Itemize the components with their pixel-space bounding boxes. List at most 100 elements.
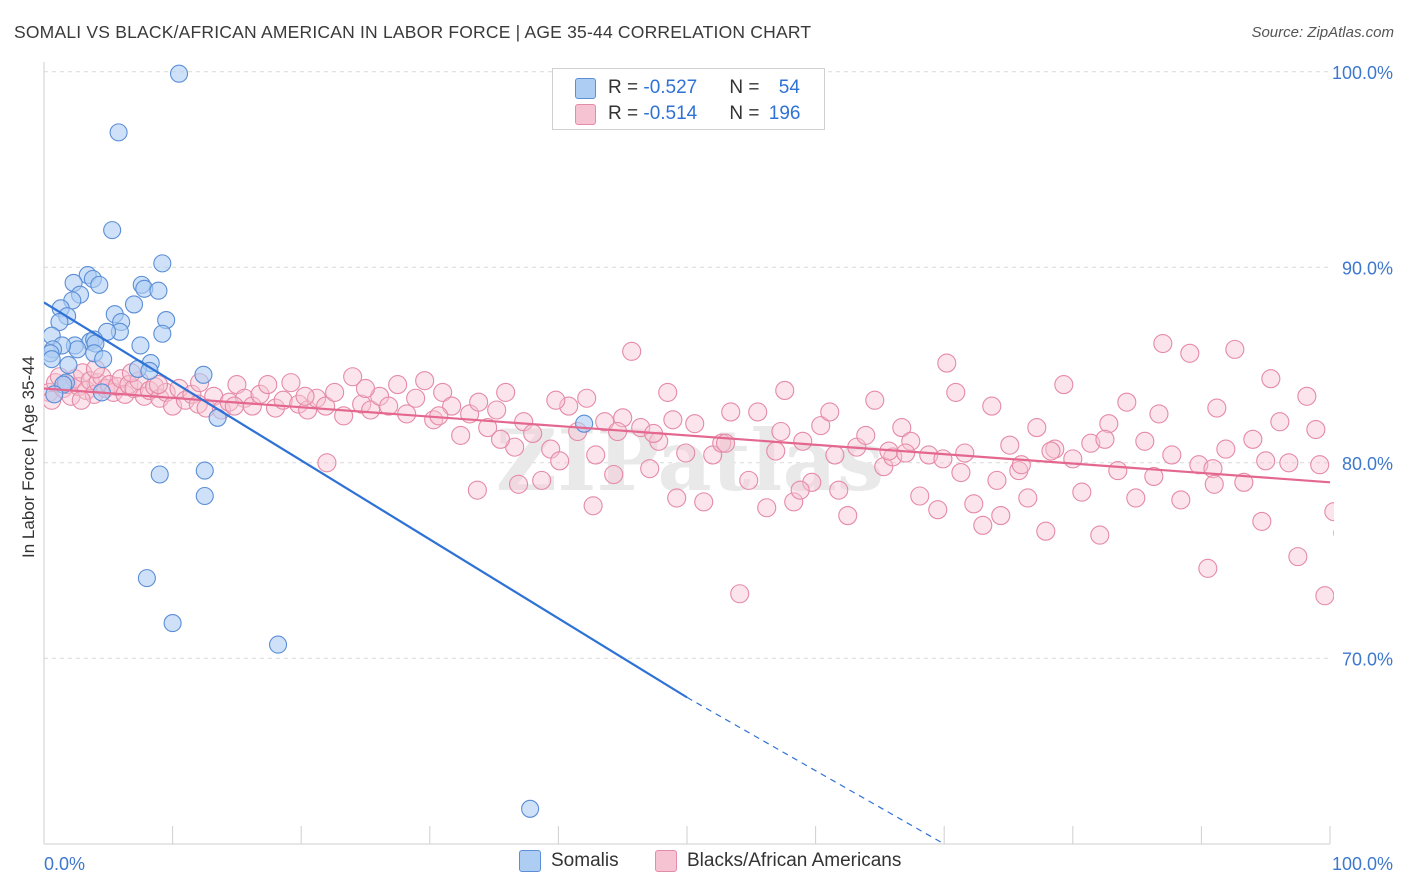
black-point	[379, 396, 399, 416]
black-point	[523, 423, 543, 444]
black-point	[892, 418, 912, 438]
somali-point	[149, 281, 168, 300]
black-point	[667, 488, 687, 508]
black-point	[1000, 435, 1020, 455]
black-point	[790, 480, 810, 500]
somali-point	[153, 324, 172, 343]
black-point	[532, 470, 552, 490]
black-point	[685, 414, 705, 434]
black-point	[955, 443, 975, 463]
y-tick-label: 90.0%	[1342, 258, 1393, 278]
black-point	[1234, 472, 1254, 492]
legend-n-value: 54	[778, 77, 800, 98]
y-tick-label: 100.0%	[1332, 63, 1393, 83]
black-point	[487, 400, 507, 420]
black-point	[1204, 474, 1224, 494]
black-point	[775, 380, 795, 400]
legend-row-somali: R = -0.527 N = 54	[575, 76, 800, 100]
black-point	[928, 500, 948, 520]
somali-trend-line	[44, 301, 688, 699]
black-point	[802, 472, 822, 492]
x-tick-label: 100.0%	[1332, 854, 1393, 874]
black-point	[1135, 431, 1155, 451]
legend-item-somalis: Somalis	[519, 850, 619, 872]
legend-r-label: R =	[608, 103, 644, 124]
black-point	[1081, 433, 1101, 453]
legend-n-label: N =	[729, 77, 765, 98]
axes	[43, 62, 1331, 845]
somali-point	[140, 361, 159, 380]
black-point	[355, 378, 376, 399]
black-point	[442, 396, 462, 416]
chart-title: SOMALI VS BLACK/AFRICAN AMERICAN IN LABO…	[14, 22, 812, 42]
black-point	[946, 382, 966, 402]
somali-point	[124, 295, 144, 314]
black-point	[1126, 488, 1146, 508]
black-point	[469, 392, 489, 412]
black-point	[1261, 369, 1281, 389]
black-point	[316, 396, 336, 416]
legend-item-blacks: Blacks/African Americans	[655, 850, 901, 872]
black-point	[1252, 511, 1272, 531]
black-point	[739, 470, 759, 490]
black-point	[771, 421, 791, 442]
black-point	[1256, 451, 1276, 471]
somali-point	[137, 569, 156, 588]
black-point	[1108, 461, 1128, 481]
black-point	[1036, 521, 1056, 541]
data-points	[44, 64, 1361, 818]
black-point	[361, 400, 381, 420]
somalis-swatch	[519, 850, 541, 872]
black-point	[784, 492, 804, 512]
legend-r-value: -0.527	[643, 77, 698, 98]
black-point	[577, 388, 597, 408]
black-point	[424, 410, 444, 430]
black-point	[1072, 482, 1092, 502]
somali-point	[195, 461, 214, 480]
black-point	[604, 464, 624, 485]
y-tick-label: 80.0%	[1342, 454, 1393, 474]
somali-point	[269, 635, 288, 654]
black-point	[1343, 487, 1361, 505]
black-point	[694, 492, 714, 512]
black-point	[295, 386, 315, 406]
somali-point	[103, 221, 122, 240]
black-point	[1117, 392, 1137, 412]
black-point	[1198, 558, 1218, 578]
black-point	[987, 470, 1007, 490]
black-point	[663, 410, 683, 430]
black-point	[343, 367, 363, 387]
black-point	[1162, 445, 1182, 465]
somali-point	[150, 465, 169, 484]
black-point	[71, 390, 91, 410]
black-point	[964, 494, 984, 514]
somali-point	[94, 350, 113, 369]
black-point	[1315, 586, 1334, 606]
correlation-legend: R = -0.527 N = 54 R = -0.514 N = 196	[552, 68, 825, 130]
somali-trend-extension	[686, 696, 945, 844]
legend-n-value: 196	[768, 103, 801, 124]
somali-point	[195, 486, 214, 506]
somali-point	[575, 414, 594, 433]
black-point	[1288, 547, 1308, 567]
black-point	[595, 412, 615, 432]
black-point	[1149, 404, 1169, 424]
black-point	[224, 396, 244, 416]
black-point	[546, 390, 566, 410]
black-point	[910, 486, 930, 506]
black-point	[1099, 414, 1119, 434]
legend-r-label: R =	[608, 77, 644, 98]
black-point	[1090, 525, 1110, 545]
legend-swatch-somali	[575, 77, 596, 99]
black-point	[1216, 439, 1236, 459]
somali-point	[194, 365, 213, 384]
somali-point	[131, 336, 150, 355]
black-point	[325, 382, 345, 402]
black-point	[1180, 343, 1200, 363]
black-point	[496, 382, 516, 402]
black-point	[1310, 455, 1330, 475]
black-point	[550, 451, 570, 471]
black-point	[919, 445, 939, 465]
black-point	[820, 402, 840, 422]
somali-point	[521, 799, 540, 818]
